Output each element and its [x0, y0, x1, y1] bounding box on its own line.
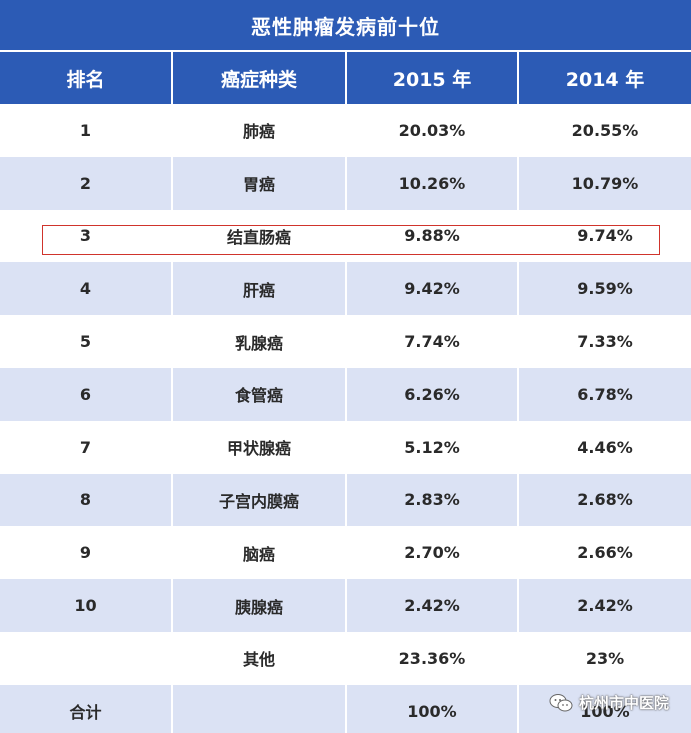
- cell-rank: 3: [0, 209, 172, 263]
- header-2014: 2014 年: [517, 52, 691, 104]
- table-row: 4 肝癌 9.42% 9.59%: [0, 262, 691, 316]
- cell-cancer-type: 肺癌: [171, 104, 346, 157]
- cell-2015: 20.03%: [345, 104, 518, 157]
- cell-2015: 2.42%: [345, 579, 518, 632]
- cell-cancer-type: 脑癌: [171, 526, 346, 580]
- cell-2015: 23.36%: [345, 631, 518, 685]
- cell-2014: 4.46%: [517, 420, 691, 474]
- table-row: 7 甲状腺癌 5.12% 4.46%: [0, 420, 691, 474]
- cell-2014: 100%: [517, 684, 691, 733]
- cell-cancer-type: 食管癌: [171, 367, 346, 421]
- cell-2014: 7.33%: [517, 315, 691, 368]
- cell-cancer-type: 甲状腺癌: [171, 420, 346, 474]
- wechat-icon: [549, 693, 573, 711]
- cell-2015: 7.74%: [345, 315, 518, 368]
- cell-rank: 6: [0, 367, 172, 421]
- cell-rank: 7: [0, 420, 172, 474]
- cell-rank: [0, 631, 172, 685]
- cell-rank: 1: [0, 104, 172, 157]
- watermark-text: 杭州市中医院: [578, 694, 669, 712]
- cell-cancer-type: 其他: [171, 631, 346, 685]
- cell-2014: 20.55%: [517, 104, 691, 157]
- table-row: 6 食管癌 6.26% 6.78%: [0, 367, 691, 421]
- cell-2014: 2.42%: [517, 579, 691, 632]
- cell-2014: 6.78%: [517, 367, 691, 421]
- table-header-row: 排名 癌症种类 2015 年 2014 年: [0, 52, 691, 104]
- header-rank: 排名: [0, 52, 172, 104]
- cell-rank: 合计: [0, 684, 172, 733]
- cell-rank: 10: [0, 579, 172, 632]
- cell-2015: 100%: [345, 684, 518, 733]
- cell-cancer-type: 胰腺癌: [171, 579, 346, 632]
- cell-cancer-type: [171, 684, 346, 733]
- cell-2015: 9.88%: [345, 209, 518, 263]
- cell-rank: 9: [0, 526, 172, 580]
- header-2015: 2015 年: [345, 52, 518, 104]
- cell-cancer-type: 子宫内膜癌: [171, 473, 346, 527]
- cell-2014: 23%: [517, 631, 691, 685]
- cell-2014: 10.79%: [517, 156, 691, 210]
- table-row: 8 子宫内膜癌 2.83% 2.68%: [0, 473, 691, 527]
- cancer-incidence-table: 排名 癌症种类 2015 年 2014 年 1 肺癌 20.03% 20.55%…: [0, 52, 691, 733]
- cell-2015: 9.42%: [345, 262, 518, 316]
- table-row: 1 肺癌 20.03% 20.55%: [0, 104, 691, 157]
- cell-rank: 2: [0, 156, 172, 210]
- watermark: 杭州市中医院: [549, 692, 669, 713]
- cell-rank: 8: [0, 473, 172, 527]
- header-cancer-type: 癌症种类: [171, 52, 346, 104]
- cell-2015: 5.12%: [345, 420, 518, 474]
- cell-2015: 6.26%: [345, 367, 518, 421]
- cell-2014: 9.59%: [517, 262, 691, 316]
- table-row: 9 脑癌 2.70% 2.66%: [0, 526, 691, 580]
- table-row: 2 胃癌 10.26% 10.79%: [0, 156, 691, 210]
- cell-2014: 9.74%: [517, 209, 691, 263]
- table-row-total: 合计 100% 100%: [0, 684, 691, 733]
- table-title: 恶性肿瘤发病前十位: [0, 0, 691, 50]
- cell-2015: 2.83%: [345, 473, 518, 527]
- cell-2015: 10.26%: [345, 156, 518, 210]
- cell-cancer-type: 肝癌: [171, 262, 346, 316]
- cell-cancer-type: 结直肠癌: [171, 209, 346, 263]
- cell-2014: 2.68%: [517, 473, 691, 527]
- cell-2014: 2.66%: [517, 526, 691, 580]
- cell-cancer-type: 胃癌: [171, 156, 346, 210]
- cell-2015: 2.70%: [345, 526, 518, 580]
- table-row: 3 结直肠癌 9.88% 9.74%: [0, 209, 691, 263]
- table-row: 10 胰腺癌 2.42% 2.42%: [0, 579, 691, 632]
- cell-cancer-type: 乳腺癌: [171, 315, 346, 368]
- cell-rank: 4: [0, 262, 172, 316]
- cell-rank: 5: [0, 315, 172, 368]
- table-row: 5 乳腺癌 7.74% 7.33%: [0, 315, 691, 368]
- table-row: 其他 23.36% 23%: [0, 631, 691, 685]
